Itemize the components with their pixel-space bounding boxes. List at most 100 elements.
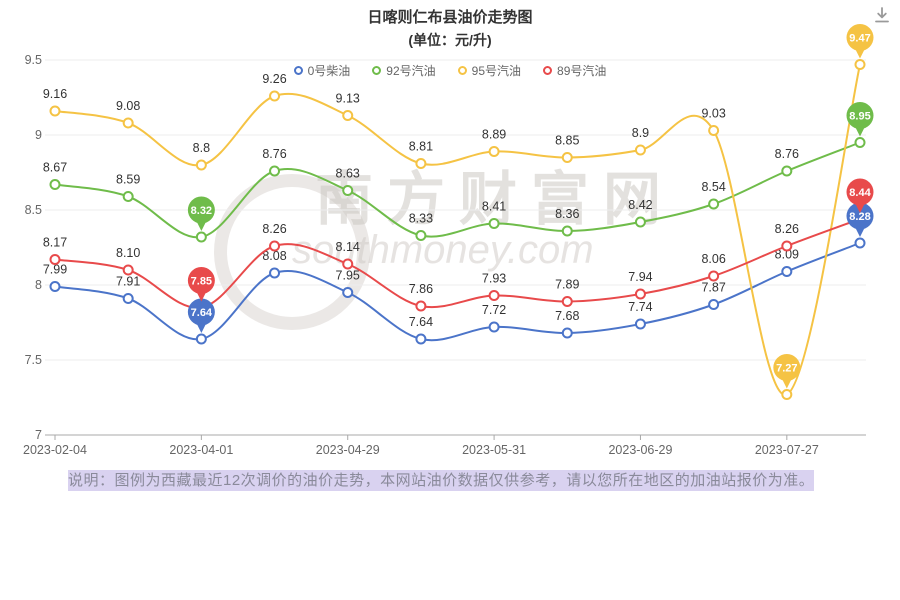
highlight-marker[interactable]: 9.47 — [846, 24, 874, 59]
data-point[interactable] — [195, 231, 207, 243]
highlight-label: 8.32 — [191, 205, 212, 217]
highlight-pointer — [781, 378, 792, 389]
chart-header: 日喀则仁布县油价走势图 (单位：元/升) — [0, 6, 900, 50]
highlight-label: 7.27 — [776, 363, 797, 375]
point-label: 8.67 — [43, 161, 67, 175]
data-point[interactable] — [195, 333, 207, 345]
highlight-bubble — [846, 24, 874, 51]
series-92号汽油: 8.67 8.59 8.76 8.63 8.33 8.41 8.36 8.42 8.54 8.76 — [43, 137, 866, 243]
data-point[interactable] — [122, 293, 134, 304]
y-axis: 7 7.5 8 8.5 9 9.5 — [25, 53, 42, 442]
point-label: 8.54 — [701, 180, 725, 194]
point-label: 8.76 — [775, 147, 799, 161]
point-label: 9.16 — [43, 87, 67, 101]
data-point[interactable] — [634, 318, 646, 330]
chart-subtitle: (单位：元/升) — [408, 32, 492, 48]
highlight-marker[interactable]: 7.85 — [187, 267, 215, 302]
price-trend-chart: 2023-02-04 2023-04-01 2023-04-29 2023-05-31… — [23, 24, 874, 457]
point-label: 8.14 — [336, 240, 360, 254]
data-point[interactable] — [781, 240, 793, 252]
legend-label: 95号汽油 — [471, 64, 522, 78]
highlight-bubble — [846, 202, 874, 230]
highlight-marker[interactable]: 7.64 — [187, 298, 215, 334]
data-point[interactable] — [49, 105, 61, 117]
data-point[interactable] — [561, 225, 573, 237]
data-point[interactable] — [561, 152, 573, 163]
x-axis: 2023-02-04 2023-04-01 2023-04-29 2023-05-31… — [23, 434, 866, 457]
data-point[interactable] — [488, 146, 500, 157]
data-point[interactable] — [342, 110, 354, 121]
data-point[interactable] — [708, 270, 720, 282]
data-point[interactable] — [269, 240, 281, 252]
data-point[interactable] — [488, 321, 500, 333]
highlight-pointer — [855, 227, 865, 237]
data-point[interactable] — [342, 287, 354, 298]
highlight-label: 8.28 — [849, 211, 870, 223]
point-label: 8.26 — [262, 222, 286, 236]
data-point[interactable] — [708, 198, 720, 210]
legend-label: 89号汽油 — [557, 64, 607, 78]
highlight-marker[interactable]: 8.32 — [187, 196, 215, 232]
data-point[interactable] — [708, 299, 720, 310]
legend-marker-icon — [543, 66, 553, 75]
legend-marker-icon — [457, 66, 467, 75]
point-label: 7.89 — [555, 278, 579, 292]
data-point[interactable] — [269, 267, 281, 279]
highlight-marker[interactable]: 7.27 — [773, 354, 801, 389]
data-point[interactable] — [122, 117, 134, 129]
data-point[interactable] — [415, 158, 427, 169]
legend-item-95号汽油[interactable]: 95号汽油 — [457, 62, 522, 79]
legend-item-89号汽油[interactable]: 89号汽油 — [543, 62, 606, 79]
data-point[interactable] — [49, 281, 61, 292]
point-label: 7.95 — [336, 269, 360, 283]
legend-item-0号柴油[interactable]: 0号柴油 — [293, 62, 350, 79]
series-0号柴油: 7.99 7.91 8.08 7.95 7.64 7.72 7.68 7.74 7.87 8.09 — [43, 237, 866, 345]
highlight-pointer — [196, 221, 207, 231]
highlight-label: 7.64 — [191, 307, 213, 319]
data-point[interactable] — [708, 125, 720, 136]
data-point[interactable] — [342, 258, 354, 270]
point-label: 8.09 — [775, 248, 799, 262]
data-point[interactable] — [561, 296, 573, 307]
point-label: 8.8 — [193, 141, 210, 155]
data-point[interactable] — [49, 254, 61, 265]
data-point[interactable] — [49, 179, 61, 190]
download-icon[interactable] — [872, 5, 892, 25]
data-point[interactable] — [342, 185, 354, 196]
data-point[interactable] — [195, 159, 207, 171]
x-axis-label: 2023-02-04 — [23, 443, 87, 457]
data-point[interactable] — [269, 90, 281, 102]
data-point[interactable] — [854, 237, 866, 249]
point-label: 7.64 — [409, 315, 433, 329]
data-point[interactable] — [415, 333, 427, 345]
highlight-marker[interactable]: 8.28 — [846, 202, 874, 238]
data-point[interactable] — [781, 389, 793, 400]
highlight-pointer — [855, 203, 865, 213]
data-point[interactable] — [781, 266, 793, 277]
data-point[interactable] — [634, 288, 646, 300]
data-point[interactable] — [488, 290, 500, 301]
highlight-marker[interactable]: 8.95 — [846, 102, 874, 137]
series-95号汽油: 9.16 9.08 8.8 9.26 9.13 8.81 8.89 8.85 8.9 9.03 — [43, 59, 866, 400]
data-point[interactable] — [854, 137, 866, 148]
point-label: 8.17 — [43, 236, 67, 250]
data-point[interactable] — [269, 165, 281, 177]
data-point[interactable] — [415, 300, 427, 312]
point-label: 8.36 — [555, 207, 579, 221]
data-point[interactable] — [781, 165, 793, 177]
point-label: 7.87 — [701, 281, 725, 295]
x-axis-label: 2023-04-29 — [316, 443, 380, 457]
data-point[interactable] — [561, 327, 573, 339]
y-axis-label: 8.5 — [25, 203, 42, 217]
data-point[interactable] — [634, 144, 646, 156]
legend-item-92号汽油[interactable]: 92号汽油 — [372, 62, 436, 79]
highlight-marker[interactable]: 8.44 — [846, 178, 874, 214]
data-point[interactable] — [122, 264, 134, 276]
data-point[interactable] — [634, 216, 646, 228]
point-label: 8.76 — [262, 147, 286, 161]
point-label: 9.13 — [336, 92, 360, 106]
data-point[interactable] — [488, 218, 500, 229]
data-point[interactable] — [415, 230, 427, 241]
data-point[interactable] — [122, 191, 134, 202]
data-point[interactable] — [854, 59, 866, 70]
